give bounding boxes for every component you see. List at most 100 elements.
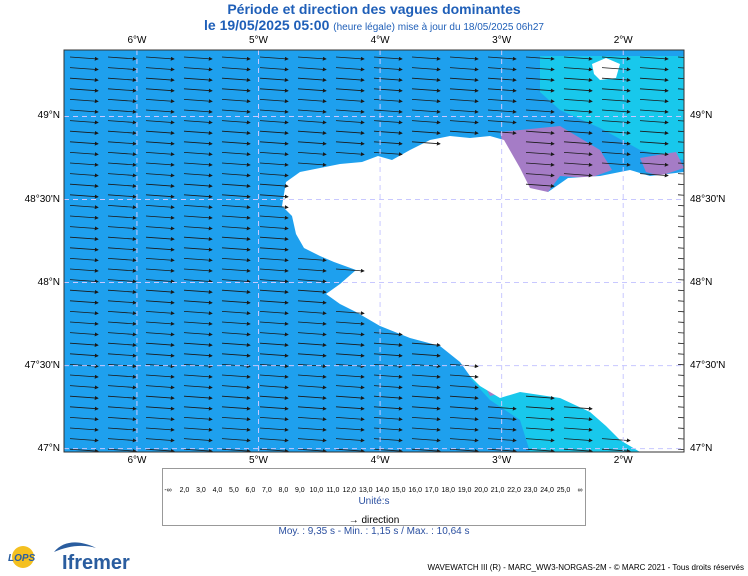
wave-direction-arrow: [183, 152, 213, 157]
wave-direction-arrow: [221, 332, 251, 337]
wave-direction-arrow: [145, 152, 175, 157]
wave-direction-arrow: [335, 353, 365, 358]
lat-label-right: 48°N: [690, 276, 713, 288]
wave-direction-arrow: [373, 438, 403, 443]
wave-direction-arrow: [563, 88, 593, 93]
wave-direction-arrow: [145, 130, 175, 135]
wave-direction-arrow: [183, 130, 213, 135]
wave-direction-arrow: [183, 173, 213, 178]
wave-direction-arrow: [183, 342, 213, 347]
wave-direction-arrow: [525, 77, 555, 82]
wave-direction-arrow: [677, 120, 684, 122]
wave-direction-arrow: [145, 268, 175, 273]
wave-direction-arrow: [525, 152, 555, 157]
wave-direction-arrow: [145, 194, 175, 199]
wave-direction-arrow: [335, 56, 365, 61]
wave-direction-arrow: [221, 385, 251, 390]
wave-direction-arrow: [677, 427, 684, 429]
wave-direction-arrow: [677, 342, 684, 345]
wave-direction-arrow: [259, 236, 289, 241]
colorbar-tick-label: 5,0: [229, 487, 239, 494]
wave-direction-arrow: [677, 56, 684, 58]
wave-direction-arrow: [449, 120, 479, 125]
colorbar-tick-label: 11,0: [326, 487, 340, 494]
wave-direction-arrow: [145, 289, 175, 294]
lat-label-right: 48°30'N: [690, 193, 726, 205]
wave-direction-arrow: [601, 162, 631, 167]
wave-direction-arrow: [373, 67, 403, 72]
wave-direction-arrow: [69, 152, 99, 157]
wave-direction-arrow: [259, 258, 289, 263]
wave-direction-arrow: [221, 311, 251, 316]
light-sea-zone-north: [540, 56, 684, 160]
wave-direction-arrow: [525, 173, 555, 178]
wave-direction-arrow: [525, 438, 555, 443]
map-frame: [63, 49, 685, 453]
lat-label-right: 49°N: [690, 110, 713, 122]
wave-direction-arrow: [221, 321, 251, 326]
wave-direction-arrow: [69, 395, 99, 400]
wave-direction-arrow: [221, 173, 251, 178]
wave-direction-arrow: [563, 406, 593, 411]
wave-direction-arrow: [297, 152, 327, 157]
wave-direction-arrow: [373, 395, 403, 400]
wave-direction-arrow: [107, 427, 137, 432]
wave-direction-arrow: [563, 67, 593, 72]
wave-direction-arrow: [449, 374, 479, 379]
lat-label-right: 47°30'N: [690, 359, 726, 371]
wave-direction-arrow: [107, 332, 137, 337]
wave-direction-arrow: [297, 417, 327, 422]
wave-direction-arrow: [107, 99, 137, 104]
wave-direction-arrow: [183, 67, 213, 72]
wave-direction-arrow: [297, 342, 327, 347]
wave-direction-arrow: [145, 162, 175, 167]
wave-direction-arrow: [639, 67, 669, 72]
update-info: (heure légale) mise à jour du 18/05/2025…: [333, 22, 544, 33]
lon-label-top: 3°W: [492, 35, 512, 46]
wave-direction-arrow: [221, 300, 251, 305]
wave-direction-arrow: [677, 247, 684, 249]
lon-label-bottom: 5°W: [249, 455, 268, 466]
wave-direction-arrow: [107, 385, 137, 390]
wave-direction-arrow: [525, 162, 555, 167]
colorbar-tick-label: 19,0: [457, 487, 472, 494]
wave-direction-arrow: [525, 109, 555, 114]
wave-direction-arrow: [145, 427, 175, 432]
wave-direction-arrow: [525, 67, 555, 72]
wave-direction-arrow: [335, 374, 365, 379]
wave-direction-arrow: [297, 99, 327, 104]
wave-direction-arrow: [221, 353, 251, 358]
direction-label: direction: [361, 515, 400, 526]
wave-direction-arrow: [107, 311, 137, 316]
wave-direction-arrow: [639, 130, 669, 135]
wave-direction-arrow: [677, 395, 684, 398]
wave-direction-arrow: [107, 353, 137, 358]
wave-direction-arrow: [145, 395, 175, 400]
wave-direction-arrow: [107, 88, 137, 93]
wave-direction-arrow: [677, 77, 684, 80]
wave-direction-arrow: [69, 438, 99, 443]
wave-direction-arrow: [107, 438, 137, 443]
wave-direction-arrow: [221, 215, 251, 220]
wave-direction-arrow: [107, 236, 137, 241]
wave-direction-arrow: [525, 427, 555, 432]
wave-direction-arrow: [259, 395, 289, 400]
wave-direction-arrow: [601, 99, 631, 104]
wave-direction-arrow: [145, 279, 175, 284]
wave-direction-arrow: [107, 395, 137, 400]
wave-direction-arrow: [145, 311, 175, 316]
wave-direction-arrow: [183, 321, 213, 326]
wave-direction-arrow: [487, 56, 517, 61]
wave-direction-arrow: [69, 448, 99, 452]
wave-direction-arrow: [411, 67, 441, 72]
wave-direction-arrow: [107, 109, 137, 114]
wave-direction-arrow: [297, 448, 327, 452]
wave-direction-arrow: [221, 183, 251, 188]
wave-direction-arrow: [69, 130, 99, 135]
wave-direction-arrow: [335, 77, 365, 82]
wave-direction-arrow: [183, 406, 213, 411]
wave-direction-arrow: [145, 215, 175, 220]
wave-direction-arrow: [107, 77, 137, 82]
wave-direction-arrow: [449, 385, 479, 390]
